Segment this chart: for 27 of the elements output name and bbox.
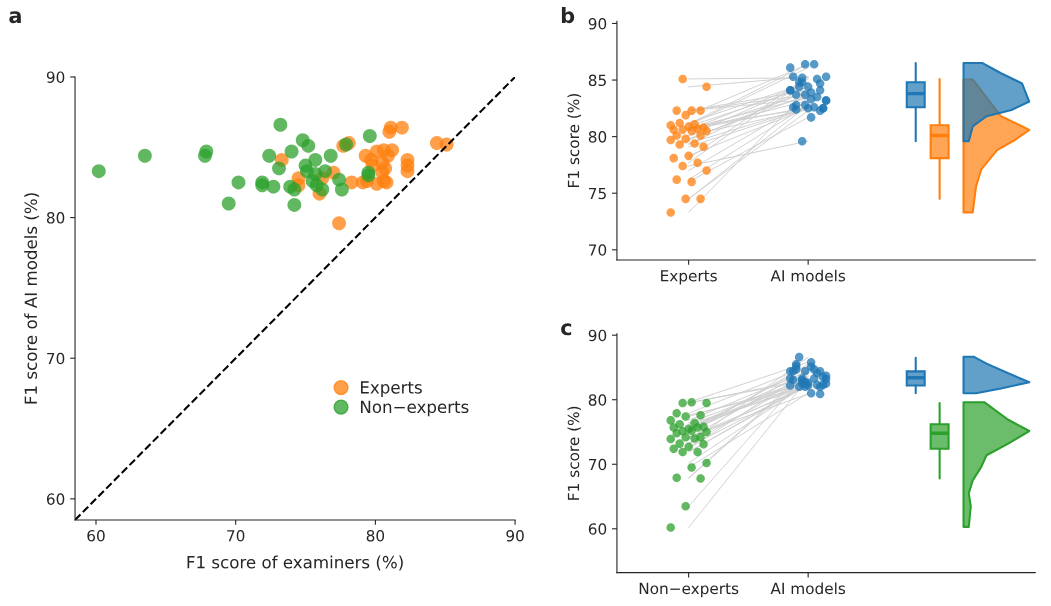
y-tick-label: 60	[46, 493, 65, 505]
y-tick-label: 90	[588, 329, 607, 342]
legend-label: Experts	[361, 381, 422, 397]
text: c	[561, 323, 572, 336]
y-tick-label: 85	[588, 74, 606, 87]
text: b	[561, 7, 575, 24]
x-tick-label: 70	[227, 529, 245, 542]
y-axis-title: F1 score (%)	[567, 406, 582, 500]
y-axis-title: F1 score (%)	[567, 94, 582, 187]
x-tick-label: AI models	[770, 269, 846, 282]
y-tick-label: 90	[46, 71, 65, 83]
text: a	[9, 11, 21, 24]
y-tick-label: 90	[588, 17, 607, 30]
x-tick-label: AI models	[770, 582, 846, 595]
y-tick-label: 80	[588, 394, 607, 406]
x-tick-label: 90	[506, 529, 524, 542]
y-tick-label: 70	[47, 352, 65, 365]
y-tick-label: 75	[589, 187, 606, 200]
x-tick-label: 80	[366, 529, 385, 542]
y-tick-label: 80	[46, 212, 65, 224]
y-tick-label: 70	[589, 244, 607, 256]
x-axis-title: F1 score of examiners (%)	[187, 555, 403, 571]
y-axis-title: F1 score of AI models (%)	[24, 193, 40, 404]
x-tick-label: 60	[87, 529, 105, 542]
y-tick-label: 70	[589, 458, 607, 471]
y-tick-label: 80	[588, 131, 607, 143]
legend-label: Non−experts	[361, 400, 469, 417]
